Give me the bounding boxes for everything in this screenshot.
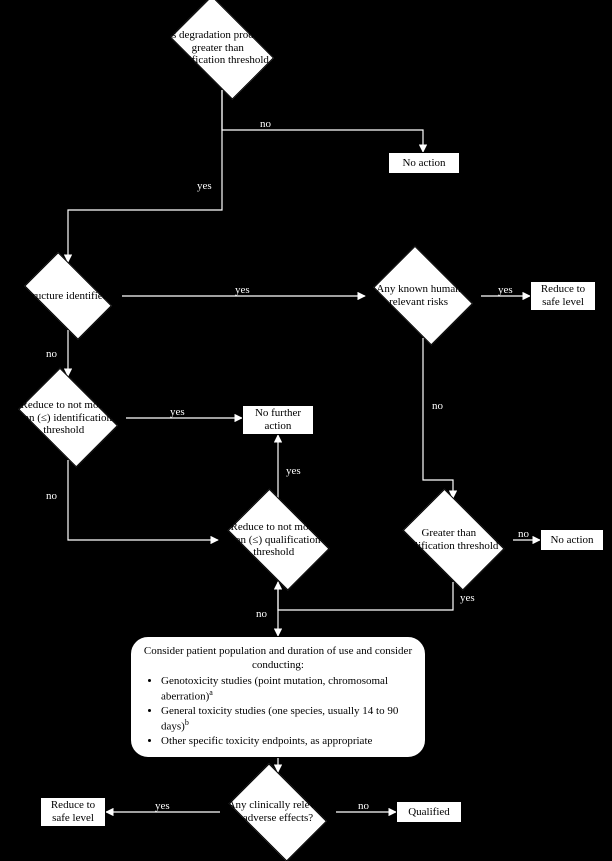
edge-label: no — [46, 348, 57, 360]
flowchart-rect: Reduce to safe level — [530, 281, 596, 311]
edge-label: yes — [197, 180, 212, 192]
flowchart-rect: No action — [388, 152, 460, 174]
flowchart-rect: No action — [540, 529, 604, 551]
flowchart-diamond-text: Any clinically relevant adverse effects? — [224, 776, 332, 848]
edge-label: no — [256, 608, 267, 620]
flowchart-rect: Reduce to safe level — [40, 797, 106, 827]
flowchart-consider-box: Consider patient population and duration… — [130, 636, 426, 758]
edge-label: yes — [286, 465, 301, 477]
flowchart-rect: No further action — [242, 405, 314, 435]
edge-label: no — [46, 490, 57, 502]
edge-label: yes — [235, 284, 250, 296]
edge-label: yes — [460, 592, 475, 604]
flowchart-diamond-text: Reduce to not more than (≤) identificati… — [14, 380, 122, 456]
edge — [423, 338, 453, 498]
flowchart-diamond-text: Reduce to not more than (≤) qualificatio… — [222, 502, 334, 578]
edge-label: no — [358, 800, 369, 812]
flowchart-diamond-text: Any known human relevant risksd? — [369, 258, 477, 334]
edge — [278, 582, 453, 610]
edge-label: no — [260, 118, 271, 130]
edge — [222, 90, 423, 152]
flowchart-diamond-text: Structure identified? — [18, 266, 118, 326]
edge — [68, 90, 222, 262]
edge-label: yes — [155, 800, 170, 812]
flowchart-diamond-text: Greater than qualification thresholdc? — [397, 502, 509, 578]
flowchart-rect: Qualified — [396, 801, 462, 823]
edge-label: yes — [498, 284, 513, 296]
flowchart-diamond-text: Is degradation product greater than iden… — [164, 10, 280, 86]
edge-label: no — [432, 400, 443, 412]
edge — [68, 460, 218, 540]
edge-label: no — [518, 528, 529, 540]
edge-label: yes — [170, 406, 185, 418]
